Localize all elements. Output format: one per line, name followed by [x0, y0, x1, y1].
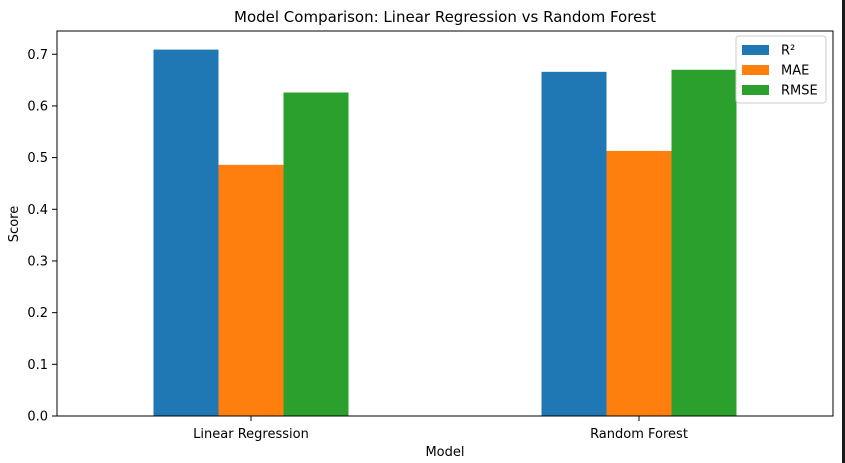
x-axis: Linear Regression Random Forest — [193, 416, 688, 442]
y-tick-label: 0.0 — [27, 410, 48, 425]
y-tick-label: 0.1 — [27, 358, 48, 373]
legend-label: R² — [781, 44, 795, 59]
bars-layer — [153, 49, 737, 416]
bar-mae-0 — [218, 164, 284, 416]
y-tick-label: 0.7 — [27, 48, 48, 63]
x-tick-label: Linear Regression — [193, 427, 309, 442]
legend-swatch — [742, 45, 769, 55]
legend-label: RMSE — [781, 84, 818, 99]
legend-swatch — [742, 85, 769, 95]
y-tick-label: 0.4 — [27, 203, 48, 218]
y-tick-label: 0.3 — [27, 254, 48, 269]
x-tick-label: Random Forest — [590, 427, 688, 442]
y-tick-label: 0.2 — [27, 306, 48, 321]
y-tick-label: 0.5 — [27, 151, 48, 166]
plot-frame — [56, 30, 834, 417]
bar-r-0 — [153, 49, 219, 416]
window-edge — [842, 0, 845, 463]
legend-label: MAE — [781, 64, 809, 79]
legend: R² MAE RMSE — [735, 35, 827, 104]
legend-swatch — [742, 65, 769, 75]
bar-mae-1 — [606, 150, 672, 416]
bar-rmse-1 — [671, 69, 737, 416]
chart-title: Model Comparison: Linear Regression vs R… — [234, 8, 656, 26]
x-axis-label: Model — [425, 445, 464, 460]
bar-rmse-0 — [283, 92, 349, 416]
y-axis: 0.0 0.1 0.2 0.3 0.4 0.5 0.6 0.7 — [27, 48, 57, 425]
y-axis-label: Score — [7, 206, 22, 242]
bar-r-1 — [541, 71, 607, 416]
y-tick-label: 0.6 — [27, 99, 48, 114]
